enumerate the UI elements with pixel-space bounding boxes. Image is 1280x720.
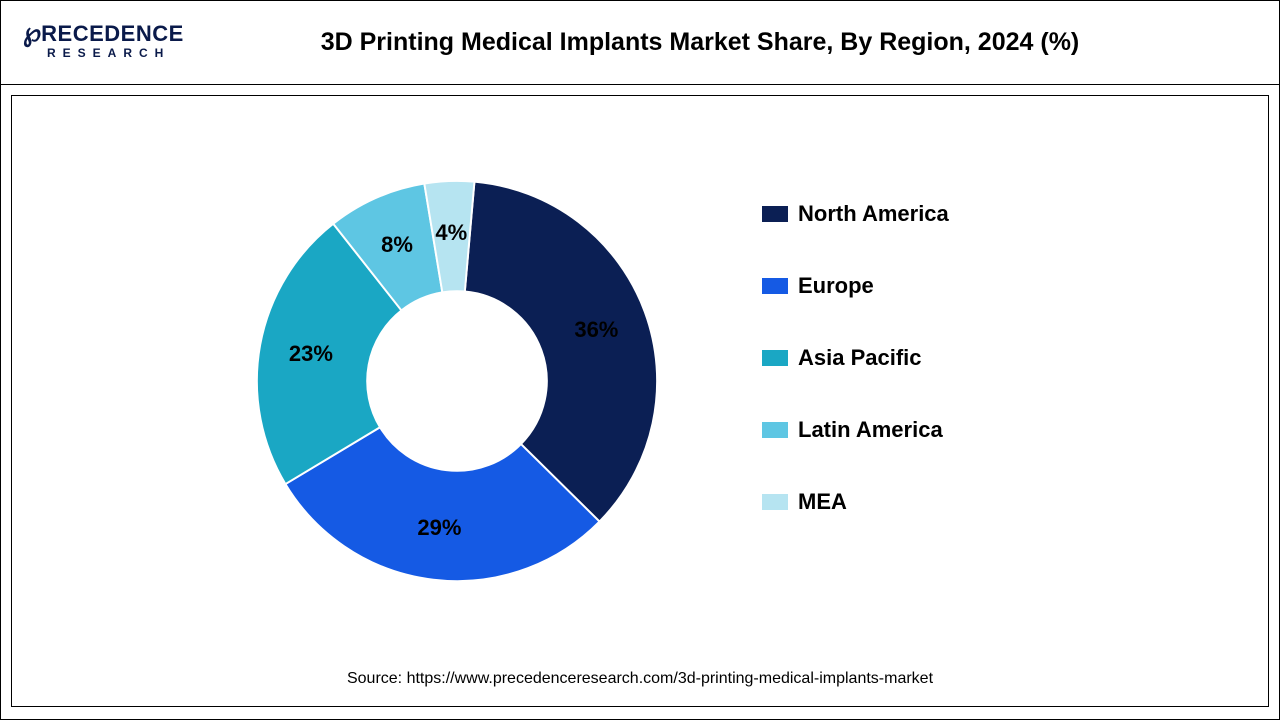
legend-swatch <box>762 278 788 294</box>
logo-word1: RECEDENCE <box>41 21 184 47</box>
logo-swoosh-icon: ℘ <box>23 17 41 48</box>
legend-item-mea: MEA <box>762 489 1142 515</box>
slice-label-north-america: 36% <box>574 317 618 343</box>
donut-chart: 36% 29% 23% 8% 4% <box>252 176 662 586</box>
legend-swatch <box>762 206 788 222</box>
legend-label: North America <box>798 201 949 227</box>
slice-label-europe: 29% <box>417 515 461 541</box>
legend-label: Asia Pacific <box>798 345 922 371</box>
legend-item-north-america: North America <box>762 201 1142 227</box>
source-line: Source: https://www.precedenceresearch.c… <box>12 670 1268 688</box>
slice-label-latin-america: 8% <box>381 232 413 258</box>
logo-line2: RESEARCH <box>47 46 203 60</box>
legend-label: MEA <box>798 489 847 515</box>
chart-panel: 36% 29% 23% 8% 4% North America Europe Asia … <box>11 95 1269 707</box>
legend-swatch <box>762 422 788 438</box>
slice-label-asia-pacific: 23% <box>289 341 333 367</box>
legend-swatch <box>762 350 788 366</box>
brand-logo: ℘ RECEDENCE RESEARCH <box>23 17 203 60</box>
legend-item-asia-pacific: Asia Pacific <box>762 345 1142 371</box>
logo-line1: ℘ RECEDENCE <box>23 17 203 48</box>
legend-label: Europe <box>798 273 874 299</box>
legend-label: Latin America <box>798 417 943 443</box>
legend-swatch <box>762 494 788 510</box>
header-bar: ℘ RECEDENCE RESEARCH 3D Printing Medical… <box>1 1 1279 85</box>
source-prefix: Source: <box>347 670 407 687</box>
figure-container: ℘ RECEDENCE RESEARCH 3D Printing Medical… <box>0 0 1280 720</box>
legend-item-latin-america: Latin America <box>762 417 1142 443</box>
source-url: https://www.precedenceresearch.com/3d-pr… <box>407 670 933 687</box>
slice-label-mea: 4% <box>435 220 467 246</box>
legend: North America Europe Asia Pacific Latin … <box>762 201 1142 561</box>
legend-item-europe: Europe <box>762 273 1142 299</box>
